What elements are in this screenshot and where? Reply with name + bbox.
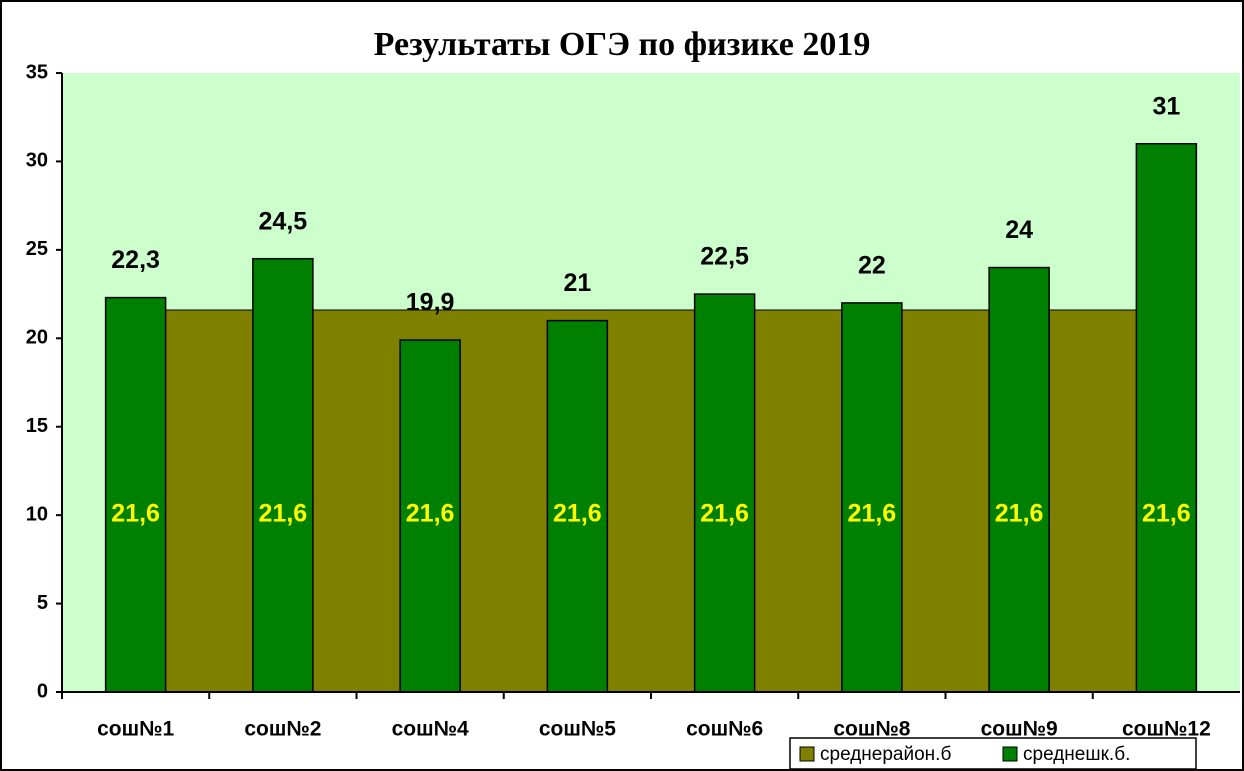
legend-box (789, 737, 1197, 770)
x-tick-label: сош№6 (686, 718, 763, 741)
data-label: 21,6 (1142, 500, 1191, 528)
data-label: 24 (1005, 216, 1033, 244)
data-label: 19,9 (406, 289, 455, 317)
data-label: 21,6 (259, 500, 308, 528)
bar (399, 339, 461, 693)
x-tick-label: сош№9 (981, 718, 1058, 741)
y-tick-label: 35 (26, 61, 48, 83)
data-label: 21,6 (553, 500, 602, 528)
chart-title: Результаты ОГЭ по физике 2019 (374, 26, 871, 63)
legend-swatch (1002, 746, 1018, 762)
bar (1135, 142, 1198, 693)
x-tick-label: сош№4 (392, 718, 469, 741)
bar (546, 319, 609, 693)
bar (988, 266, 1050, 693)
data-label: 21,6 (700, 500, 749, 528)
data-label: 21,6 (406, 500, 455, 528)
y-tick-label: 30 (26, 150, 48, 172)
legend-swatch (799, 746, 815, 762)
x-tick-label: сош№2 (244, 718, 321, 741)
bar (841, 302, 903, 693)
y-tick-label: 5 (37, 592, 48, 614)
bar (104, 296, 167, 693)
data-label: 24,5 (259, 207, 308, 235)
data-label: 22 (858, 252, 886, 280)
data-label: 22,5 (700, 243, 749, 271)
data-label: 21 (563, 269, 591, 297)
x-tick-label: сош№12 (1122, 718, 1211, 741)
y-tick-label: 10 (26, 503, 48, 525)
bar (693, 293, 756, 693)
y-tick-label: 15 (26, 415, 48, 437)
legend-label: среднешк.б. (1023, 744, 1130, 765)
y-tick-label: 20 (26, 327, 48, 349)
data-label: 21,6 (995, 500, 1044, 528)
y-tick-label: 0 (37, 680, 48, 702)
data-label: 21,6 (848, 500, 897, 528)
bar (252, 257, 314, 693)
x-tick-label: сош№8 (833, 718, 910, 741)
data-label: 21,6 (111, 500, 160, 528)
legend-label: среднерайон.б (820, 744, 951, 765)
x-tick-label: сош№5 (539, 718, 616, 741)
y-tick-label: 25 (26, 238, 48, 260)
data-label: 31 (1152, 92, 1180, 120)
data-label: 22,3 (111, 246, 160, 274)
x-tick-label: сош№1 (97, 718, 174, 741)
